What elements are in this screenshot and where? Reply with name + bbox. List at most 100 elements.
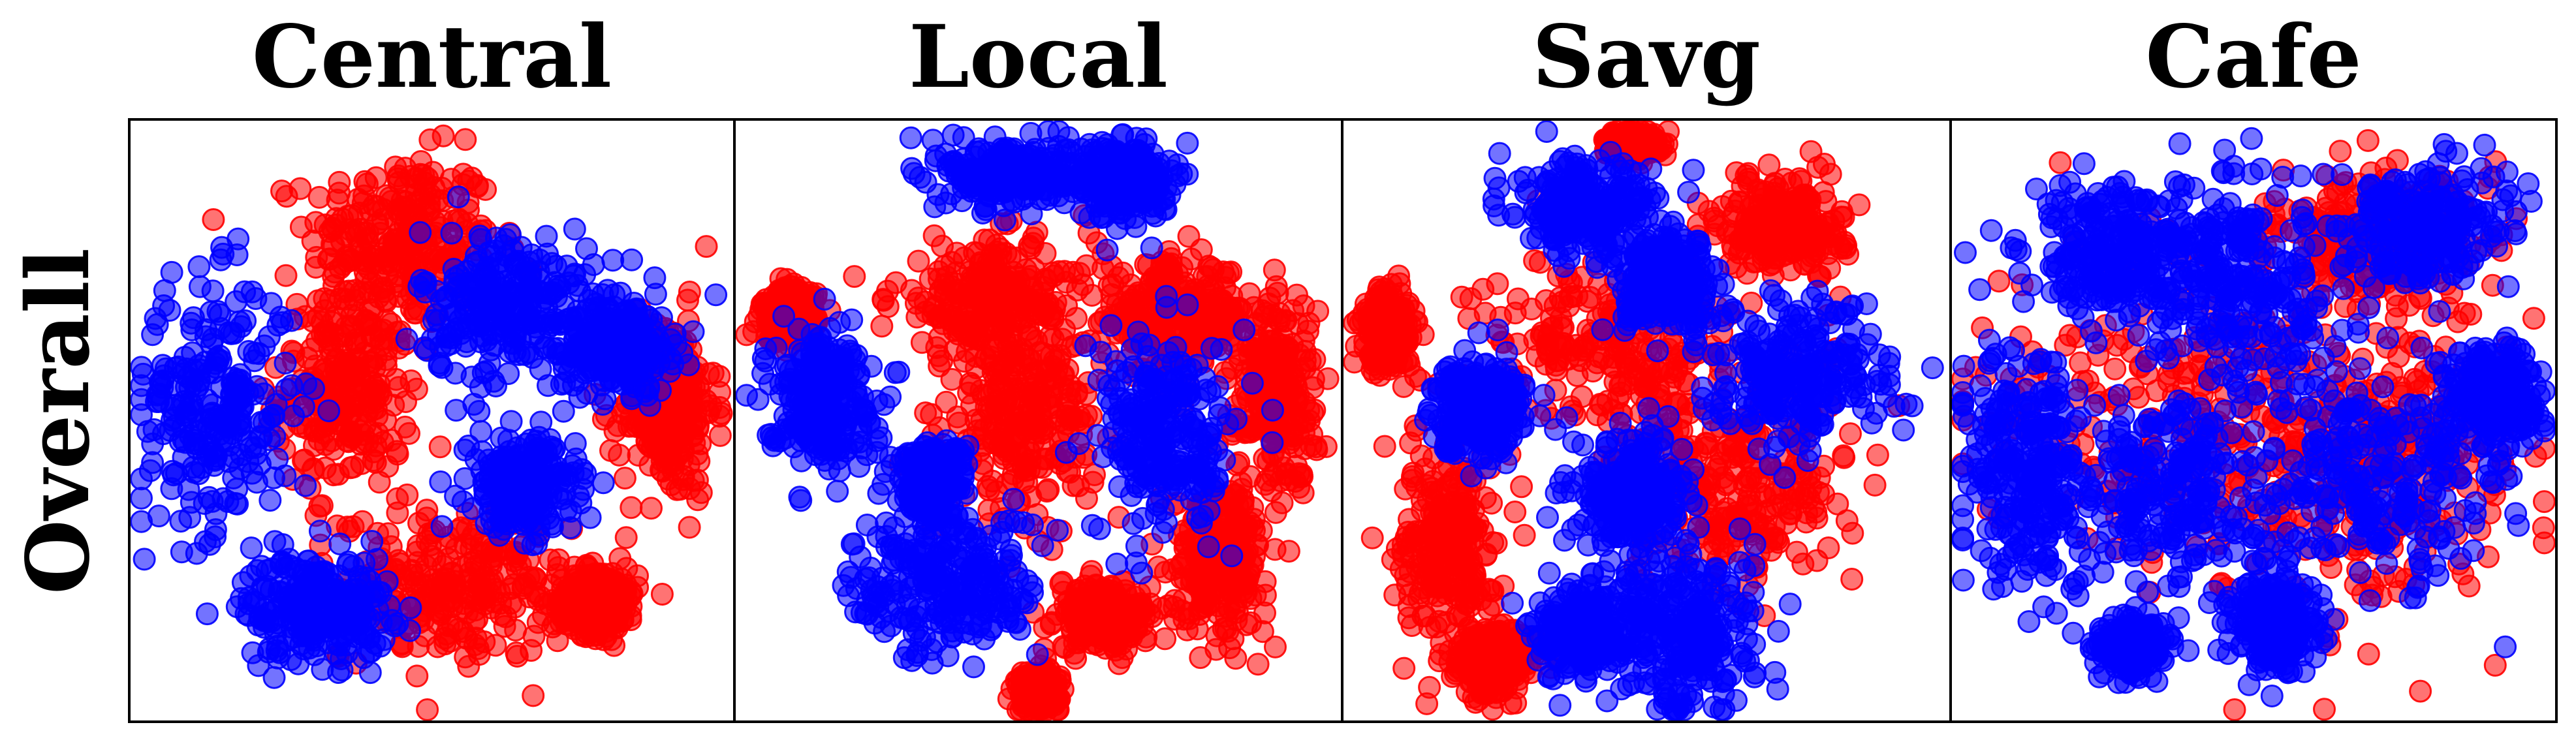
scatter-point — [522, 625, 546, 648]
scatter-point — [984, 151, 1008, 174]
scatter-point — [660, 396, 683, 420]
scatter-point — [321, 572, 345, 596]
scatter-point — [358, 661, 382, 685]
scatter-point — [325, 360, 349, 384]
scatter-point — [921, 303, 945, 327]
scatter-point — [498, 279, 522, 303]
scatter-point — [224, 492, 247, 515]
scatter-point — [317, 399, 341, 422]
scatter-point — [222, 446, 245, 469]
scatter-point — [1290, 463, 1313, 486]
scatter-point — [271, 311, 294, 334]
scatter-point — [1075, 487, 1098, 510]
scatter-point — [708, 424, 732, 447]
scatter-point — [782, 272, 806, 296]
scatter-point — [282, 404, 306, 427]
scatter-point — [195, 388, 219, 412]
scatter-point — [527, 500, 550, 523]
scatter-point — [678, 516, 701, 539]
scatter-point — [240, 280, 264, 303]
scatter-point — [591, 393, 614, 416]
scatter-point — [615, 589, 638, 613]
scatter-point — [663, 420, 686, 444]
scatter-point — [435, 334, 458, 358]
scatter-point — [505, 642, 528, 664]
panel-title-cafe: Cafe — [2145, 7, 2362, 108]
cluster-class-a — [251, 253, 452, 545]
scatter-point — [131, 362, 155, 386]
scatter-point — [363, 375, 386, 398]
scatter-point — [640, 497, 663, 520]
scatter-point — [469, 262, 493, 286]
scatter-point — [964, 146, 987, 168]
scatter-point — [991, 317, 1014, 339]
scatter-point — [239, 564, 262, 587]
scatter-point — [426, 635, 449, 658]
scatter-point — [262, 466, 285, 489]
scatter-point — [416, 339, 439, 362]
cluster-class-b — [899, 120, 1089, 232]
scatter-point — [900, 157, 924, 180]
scatter-point — [457, 434, 480, 457]
scatter-point — [601, 249, 625, 272]
scatter-point — [503, 595, 527, 619]
scatter-point — [563, 217, 586, 241]
scatter-point — [1199, 583, 1223, 607]
scatter-point — [1009, 442, 1032, 465]
scatter-point — [518, 280, 541, 303]
panel-title-local: Local — [909, 7, 1168, 108]
scatter-point — [428, 435, 452, 459]
scatter-point — [202, 208, 225, 231]
scatter-point — [144, 307, 167, 330]
scatter-point — [1238, 561, 1261, 585]
scatter-point — [872, 288, 895, 312]
scatter-point — [1055, 294, 1078, 317]
scatter-panel-central — [130, 124, 733, 721]
scatter-point — [261, 404, 285, 427]
scatter-point — [266, 447, 289, 471]
scatter-point — [418, 128, 442, 151]
scatter-point — [440, 221, 463, 245]
scatter-point — [345, 611, 368, 634]
scatter-point — [353, 221, 377, 245]
scatter-point — [907, 286, 930, 310]
scatter-point — [429, 470, 452, 493]
scatter-point — [979, 270, 1002, 293]
scatter-point — [130, 510, 153, 533]
scatter-point — [1177, 224, 1201, 248]
scatter-point — [289, 177, 312, 200]
cluster-class-b — [429, 410, 615, 557]
scatter-point — [564, 447, 588, 471]
scatter-point — [1017, 381, 1041, 405]
scatter-point — [160, 477, 183, 501]
scatter-point — [202, 327, 225, 350]
scatter-point — [1255, 469, 1279, 492]
scatter-point — [1302, 367, 1325, 391]
panel-title-central: Central — [251, 7, 612, 108]
scatter-point — [294, 474, 317, 497]
scatter-point — [914, 401, 937, 425]
scatter-point — [613, 467, 636, 490]
scatter-point — [300, 337, 323, 361]
scatter-point — [138, 459, 162, 482]
scatter-point — [1050, 328, 1074, 351]
scatter-point — [944, 281, 967, 305]
scatter-point — [1189, 646, 1212, 670]
scatter-point — [1036, 358, 1059, 382]
scatter-point — [503, 253, 527, 277]
scatter-point — [620, 353, 643, 377]
scatter-point — [467, 399, 491, 423]
scatter-point — [1025, 329, 1048, 352]
scatter-point — [457, 655, 480, 678]
scatter-point — [1300, 423, 1324, 446]
scatter-point — [962, 326, 985, 348]
scatter-point — [986, 378, 1010, 401]
scatter-point — [1041, 396, 1065, 420]
scatter-point — [163, 407, 186, 430]
scatter-point — [922, 224, 946, 247]
scatter-point — [1060, 405, 1084, 428]
scatter-point — [470, 459, 494, 483]
scatter-point — [497, 362, 520, 385]
scatter-point — [710, 401, 733, 425]
